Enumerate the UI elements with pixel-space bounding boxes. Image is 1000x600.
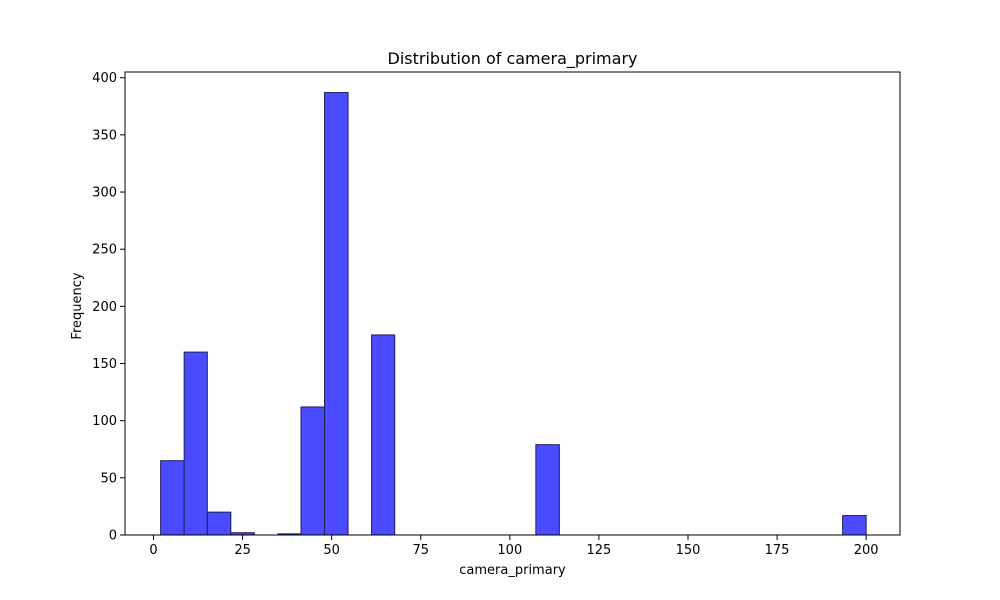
y-tick-label: 150 (92, 357, 117, 372)
plot-frame (124, 71, 901, 536)
y-tick-label: 200 (92, 300, 117, 315)
x-axis-ticks: 0 25 50 75 100 125 150 175 200 (149, 535, 879, 558)
histogram-bar (300, 406, 326, 536)
x-tick-label: 50 (323, 543, 340, 558)
x-tick-label: 150 (676, 543, 701, 558)
x-tick-label: 0 (149, 543, 157, 558)
x-tick-label: 100 (497, 543, 522, 558)
histogram-bar (183, 351, 208, 536)
y-tick-label: 50 (100, 471, 117, 486)
y-axis-label: Frequency (70, 272, 85, 339)
histogram-bar (842, 515, 867, 536)
x-tick-label: 200 (854, 543, 879, 558)
x-tick-label: 125 (586, 543, 611, 558)
histogram-bar (371, 334, 396, 536)
histogram-bar (535, 444, 560, 536)
histogram-bar (206, 511, 232, 536)
y-tick-label: 350 (92, 128, 117, 143)
x-tick-label: 25 (234, 543, 251, 558)
y-tick-label: 100 (92, 414, 117, 429)
y-tick-label: 400 (92, 71, 117, 86)
histogram-bar (324, 92, 349, 536)
x-tick-label: 175 (765, 543, 790, 558)
y-tick-label: 250 (92, 243, 117, 258)
x-axis-label: camera_primary (459, 563, 566, 578)
y-axis-ticks: 0 50 100 150 200 250 300 350 400 (92, 71, 125, 544)
x-tick-label: 75 (412, 543, 429, 558)
histogram-bar (160, 460, 185, 536)
chart-title: Distribution of camera_primary (388, 49, 638, 69)
bars-group (160, 92, 867, 536)
y-tick-label: 300 (92, 186, 117, 201)
y-tick-label: 0 (109, 529, 117, 544)
